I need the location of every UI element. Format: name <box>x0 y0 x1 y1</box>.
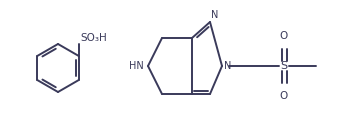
Text: O: O <box>280 91 288 101</box>
Text: N: N <box>211 10 218 20</box>
Text: HN: HN <box>129 61 144 71</box>
Text: N: N <box>224 61 232 71</box>
Text: S: S <box>280 61 288 71</box>
Text: O: O <box>280 31 288 41</box>
Text: SO₃H: SO₃H <box>81 33 108 43</box>
